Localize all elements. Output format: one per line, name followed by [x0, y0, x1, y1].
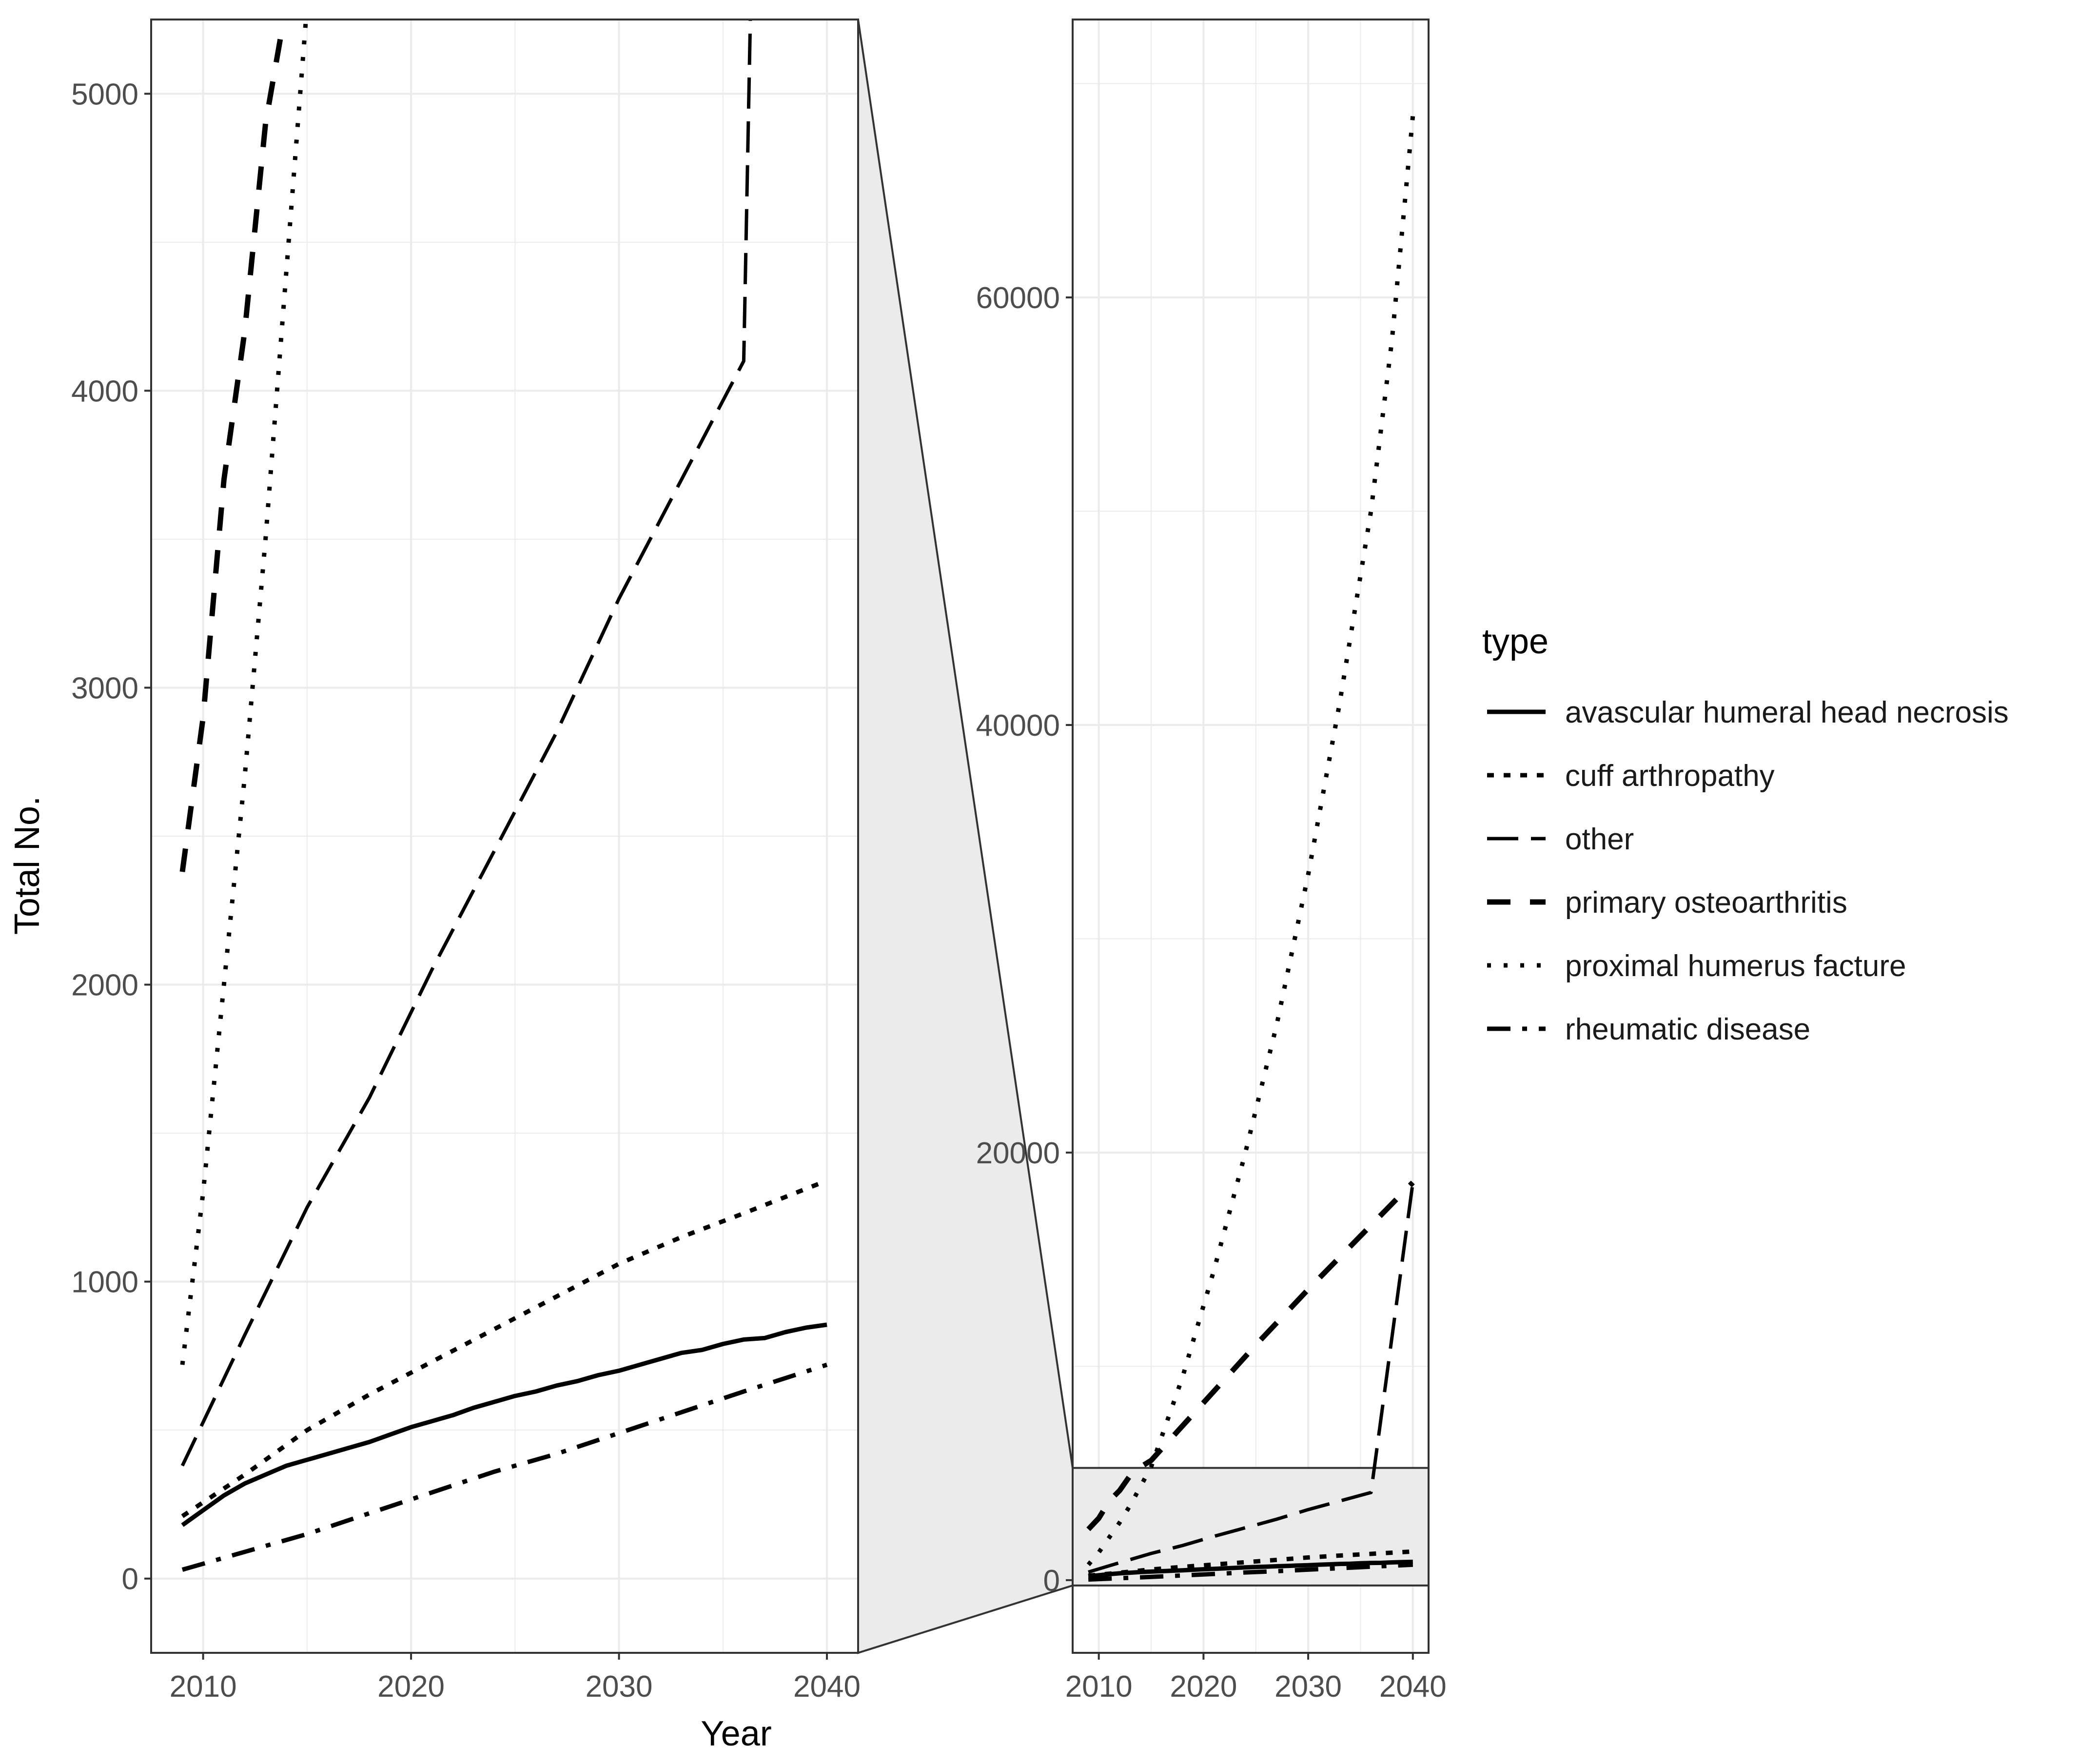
series-line-full-1	[1088, 1549, 1413, 1578]
legend-item: primary osteoarthritis	[1487, 886, 1847, 920]
y-tick-label: 4000	[71, 374, 138, 408]
series-group-zoomed	[179, 20, 828, 1572]
legend-item: avascular humeral head necrosis	[1487, 696, 2009, 729]
series-line-full-3	[1086, 1180, 1415, 1531]
y-tick-label: 2000	[71, 969, 138, 1002]
series-line-zoomed-1	[181, 1178, 828, 1518]
legend-label: other	[1565, 823, 1634, 856]
x-tick-label: 2040	[793, 1670, 861, 1704]
y-tick-label: 3000	[71, 671, 138, 705]
series-line-zoomed-3	[179, 20, 287, 872]
x-tick-label: 2030	[1274, 1670, 1342, 1704]
legend-label: proximal humerus facture	[1565, 949, 1906, 983]
y-tick-label: 5000	[71, 78, 138, 111]
x-tick-label: 2040	[1379, 1670, 1447, 1704]
y-tick-label: 60000	[976, 281, 1060, 315]
y-tick-label: 40000	[976, 709, 1060, 743]
zoom-connector-layer	[857, 19, 1074, 1654]
grid-full	[1073, 20, 1429, 1653]
series-line-zoomed-2	[180, 20, 752, 1467]
panel-border-full	[1072, 19, 1430, 1654]
legend-label: avascular humeral head necrosis	[1565, 696, 2009, 729]
x-tick-label: 2030	[586, 1670, 653, 1704]
series-line-zoomed-4	[180, 20, 309, 1365]
panels-layer: 2010 2020 2030 2040010002000300040005000201…	[71, 19, 1447, 1704]
legend-label: primary osteoarthritis	[1565, 886, 1847, 920]
y-tick-label: 0	[122, 1563, 138, 1596]
legend-item: cuff arthropathy	[1487, 759, 1775, 793]
grid-zoomed	[151, 20, 858, 1653]
legend-item: proximal humerus facture	[1487, 949, 1906, 983]
x-tick-label: 2020	[377, 1670, 445, 1704]
panel-full: 2010 2020 2030 2040 0 20000 40000 60000	[976, 19, 1447, 1704]
panel-border-zoomed	[150, 19, 859, 1654]
x-tick-label: 2010	[1065, 1670, 1133, 1704]
series-line-full-2	[1088, 1182, 1415, 1574]
legend-title: type	[1482, 622, 1549, 661]
y-tick-label: 1000	[71, 1266, 138, 1299]
legend-label: cuff arthropathy	[1565, 759, 1775, 793]
series-group-full	[1086, 115, 1415, 1582]
series-line-zoomed-0	[181, 1322, 827, 1527]
series-line-zoomed-5	[181, 1362, 828, 1572]
y-tick-label: 20000	[976, 1137, 1060, 1170]
legend-item: other	[1487, 823, 1634, 856]
x-tick-label: 2020	[1170, 1670, 1237, 1704]
x-tick-label: 2010	[170, 1670, 237, 1704]
legend: type avascular humeral head necrosis cuff…	[1482, 622, 2009, 1046]
legend-item: rheumatic disease	[1487, 1013, 1810, 1046]
zoom-connector	[857, 19, 1074, 1654]
x-axis-title: Year	[701, 1714, 771, 1753]
panel-zoomed: 2010 2020 2030 2040 0 1000 2000 3000 4000 5000	[71, 19, 861, 1704]
series-line-full-4	[1086, 115, 1415, 1567]
legend-label: rheumatic disease	[1565, 1013, 1810, 1046]
y-axis-title: Total No.	[8, 796, 47, 935]
series-line-full-5	[1088, 1562, 1413, 1582]
y-tick-label: 0	[1043, 1564, 1060, 1598]
